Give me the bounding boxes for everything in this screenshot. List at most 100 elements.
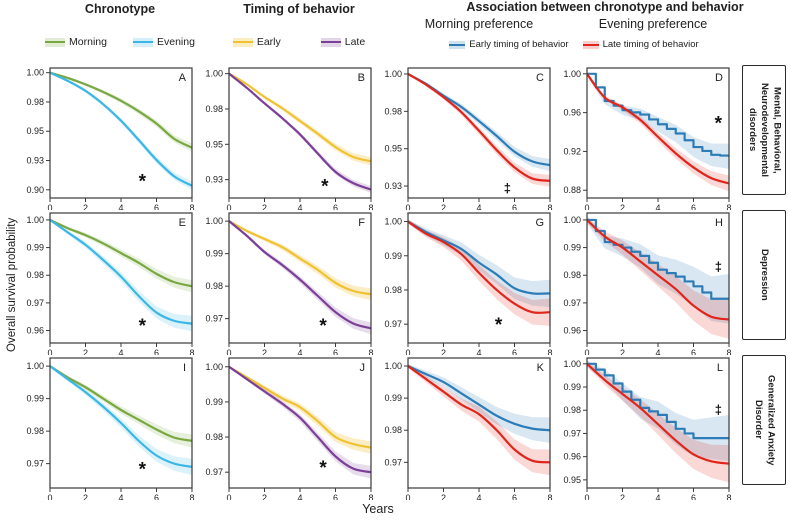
- y-tick-label: 0.97: [205, 314, 223, 324]
- x-tick-label: 0: [584, 493, 589, 500]
- morning-confidence-band: [50, 72, 192, 152]
- x-tick-label: 6: [154, 203, 159, 210]
- y-tick-label: 0.99: [563, 243, 581, 253]
- x-tick-label: 6: [691, 203, 696, 210]
- panel-E: 1.00 0.99 0.98 0.97 0.96 0 2 4 6 8 E *: [26, 212, 195, 355]
- x-tick-label: 6: [512, 348, 517, 355]
- x-tick-label: 6: [691, 493, 696, 500]
- early-curve: [229, 365, 371, 449]
- panel-letter: D: [715, 72, 723, 84]
- legend-label: Morning: [69, 36, 107, 48]
- legend-item-early: Early: [232, 36, 281, 48]
- panel-letter: E: [179, 217, 186, 229]
- morning-curve: [50, 218, 192, 288]
- panels-grid: 1.00 0.98 0.95 0.93 0.90 0 2 4 6 8 A * 1.00 0.98 0.95 0…: [20, 65, 736, 500]
- significance-symbol: *: [319, 458, 327, 479]
- legend-item-morning: Morning: [45, 36, 107, 48]
- panel-letter: H: [715, 217, 723, 229]
- y-tick-label: 1.00: [205, 69, 223, 79]
- y-tick-label: 0.99: [384, 393, 402, 403]
- x-tick-label: 6: [691, 348, 696, 355]
- x-tick-label: 6: [512, 203, 517, 210]
- x-tick-label: 4: [297, 493, 302, 500]
- x-tick-label: 2: [83, 348, 88, 355]
- panel-K: 1.00 0.99 0.98 0.97 0 2 4 6 8 K: [384, 357, 553, 500]
- panel-F: 1.00 0.99 0.98 0.97 0 2 4 6 8 F *: [205, 212, 374, 355]
- morning-line-icon: [45, 40, 66, 43]
- x-tick-label: 8: [368, 348, 373, 355]
- x-tick-label: 8: [547, 493, 552, 500]
- x-tick-label: 2: [83, 493, 88, 500]
- row-labels: Mental, Behavioral, Neurodevelopmental d…: [742, 65, 786, 500]
- late-curve: [229, 220, 371, 330]
- panel-I: 1.00 0.99 0.98 0.97 0 2 4 6 8 I *: [26, 357, 195, 500]
- legend-label: Early: [256, 36, 281, 48]
- panel-letter: I: [183, 362, 186, 374]
- y-tick-label: 0.96: [563, 326, 581, 336]
- x-tick-label: 4: [655, 203, 660, 210]
- significance-symbol: *: [495, 315, 503, 336]
- y-tick-label: 0.99: [384, 251, 402, 261]
- x-tick-label: 2: [441, 203, 446, 210]
- legend-label: Late: [344, 36, 366, 48]
- row-label-generalized-anxiety-disorder: Generalized Anxiety Disorder: [742, 355, 786, 485]
- y-tick-label: 0.90: [26, 185, 44, 195]
- significance-symbol: *: [139, 316, 147, 337]
- x-tick-label: 4: [655, 493, 660, 500]
- significance-symbol: *: [715, 113, 723, 134]
- y-tick-label: 1.00: [26, 215, 44, 225]
- significance-symbol: *: [139, 460, 147, 481]
- evening-curve: [50, 71, 192, 187]
- early-line-icon: [232, 40, 253, 43]
- significance-symbol: *: [319, 316, 327, 337]
- legend-timing: Early Late: [199, 36, 399, 48]
- y-tick-label: 0.98: [26, 426, 44, 436]
- significance-symbol: ‡: [504, 180, 511, 195]
- evening-line-icon: [132, 40, 153, 43]
- evening-color-swatch: [132, 37, 153, 47]
- late-line-icon: [320, 40, 341, 43]
- x-tick-label: 2: [262, 348, 267, 355]
- morning-confidence-band: [50, 365, 192, 448]
- y-tick-label: 1.00: [384, 361, 402, 371]
- x-tick-label: 6: [512, 493, 517, 500]
- y-tick-label: 1.00: [205, 362, 223, 372]
- y-tick-label: 0.98: [563, 270, 581, 280]
- x-tick-label: 4: [118, 348, 123, 355]
- y-tick-label: 0.99: [26, 394, 44, 404]
- x-tick-label: 2: [620, 203, 625, 210]
- x-axis-label: Years: [362, 502, 394, 516]
- y-tick-label: 0.93: [205, 175, 223, 185]
- x-tick-label: 4: [476, 348, 481, 355]
- x-tick-label: 2: [620, 348, 625, 355]
- y-tick-label: 0.96: [563, 108, 581, 118]
- y-tick-label: 0.98: [384, 425, 402, 435]
- y-tick-label: 1.00: [384, 217, 402, 227]
- y-tick-label: 1.00: [26, 68, 44, 78]
- y-tick-label: 0.97: [384, 319, 402, 329]
- y-tick-label: 0.99: [205, 397, 223, 407]
- y-tick-label: 0.98: [26, 97, 44, 107]
- x-tick-label: 6: [154, 493, 159, 500]
- legend-association: Early timing of behavior Late timing of b…: [404, 39, 744, 50]
- column-title-chronotype: Chronotype: [84, 2, 156, 16]
- y-tick-label: 0.97: [26, 459, 44, 469]
- x-tick-label: 0: [226, 493, 231, 500]
- legend-chronotype: Morning Evening: [20, 36, 220, 48]
- panel-D: 1.00 0.96 0.92 0.88 0 2 4 6 8 D *: [563, 67, 732, 210]
- y-tick-label: 0.96: [563, 452, 581, 462]
- y-tick-label: 0.97: [384, 457, 402, 467]
- y-tick-label: 0.88: [563, 185, 581, 195]
- x-tick-label: 0: [584, 203, 589, 210]
- x-tick-label: 6: [333, 203, 338, 210]
- y-tick-label: 0.95: [563, 475, 581, 485]
- panel-H: 1.00 0.99 0.98 0.97 0.96 0 2 4 6 8 H ‡: [563, 212, 732, 355]
- legend-item-early-timing-of-behavior: Early timing of behavior: [449, 39, 569, 50]
- x-tick-label: 8: [189, 493, 194, 500]
- y-tick-label: 1.00: [26, 361, 44, 371]
- late-timing-of-behavior-curve: [587, 218, 729, 321]
- y-tick-label: 0.98: [205, 432, 223, 442]
- y-tick-label: 1.00: [384, 69, 402, 79]
- subtitle-morning-preference: Morning preference: [424, 17, 534, 31]
- early-timing-of-behavior-curve: [408, 364, 550, 432]
